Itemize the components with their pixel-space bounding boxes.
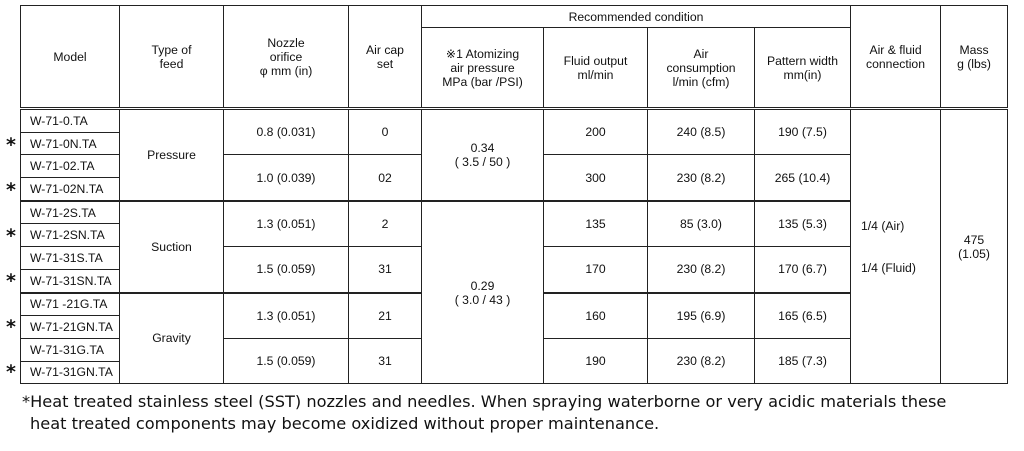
fluid-output-cell: 160 [543,291,648,339]
fluid-output-cell: 135 [543,199,648,248]
orifice-cell: 0.8 (0.031) [223,107,349,156]
pattern-width-cell: 170 (6.7) [753,246,852,293]
header-fluid-output: Fluid output ml/min [543,27,648,110]
air-cap-cell: 31 [348,246,422,293]
model-cell: W-71-0.TA [20,108,120,133]
footnote-line-2: heat treated components may become oxidi… [30,414,660,433]
model-cell: W-71-31SN.TA [20,268,120,294]
air-consumption-cell: 230 (8.2) [647,154,755,202]
mass-cell: 475 (1.05) [940,107,1009,385]
air-consumption-cell: 240 (8.5) [647,107,755,156]
model-cell: W-71-31S.TA [20,246,120,270]
fluid-output-cell: 190 [543,337,648,385]
heat-treated-marker: * [6,361,16,383]
air-cap-cell: 21 [348,291,422,339]
header-model: Model [20,5,120,110]
header-air-consumption: Air consumption l/min (cfm) [647,27,755,110]
header-connection: Air & fluid connection [850,5,942,110]
header-nozzle-orifice: Nozzle orifice φ mm (in) [223,5,349,110]
model-cell: W-71-21GN.TA [20,315,120,339]
orifice-cell: 1.5 (0.059) [223,337,349,385]
header-atomizing-pressure: ※1 Atomizing air pressure MPa (bar /PSI) [421,27,544,110]
air-cap-cell: 0 [348,107,422,156]
fluid-output-cell: 300 [543,154,648,202]
heat-treated-marker: * [6,179,16,201]
model-cell: W-71-31G.TA [20,337,120,362]
feed-type-suction: Suction [119,199,224,293]
fluid-output-cell: 200 [543,107,648,156]
air-consumption-cell: 85 (3.0) [647,199,755,248]
model-cell: W-71-2S.TA [20,199,120,225]
orifice-cell: 1.3 (0.051) [223,291,349,339]
air-cap-cell: 02 [348,154,422,202]
heat-treated-marker: * [6,270,16,292]
footnote-line-1: *Heat treated stainless steel (SST) nozz… [22,392,947,411]
atomizing-pressure-cell: 0.34( 3.5 / 50 ) [421,107,544,202]
heat-treated-marker: * [6,316,16,338]
air-cap-cell: 31 [348,337,422,385]
feed-type-gravity: Gravity [119,291,224,385]
air-consumption-cell: 230 (8.2) [647,337,755,385]
connection-cell: 1/4 (Air) 1/4 (Fluid) [850,107,942,385]
heat-treated-marker: * [6,134,16,156]
air-consumption-cell: 230 (8.2) [647,246,755,293]
footnote: *Heat treated stainless steel (SST) nozz… [22,391,1012,435]
heat-treated-marker: * [6,225,16,247]
air-consumption-cell: 195 (6.9) [647,291,755,339]
pattern-width-cell: 185 (7.3) [753,337,852,385]
model-cell: W-71 -21G.TA [20,291,120,317]
orifice-cell: 1.0 (0.039) [223,154,349,202]
model-cell: W-71-0N.TA [20,131,120,156]
header-pattern-width: Pattern width mm(in) [753,27,852,110]
pattern-width-cell: 135 (5.3) [753,199,852,248]
pattern-width-cell: 265 (10.4) [753,154,852,202]
pattern-width-cell: 190 (7.5) [753,107,852,156]
model-cell: W-71-02N.TA [20,177,120,202]
header-type-of-feed: Type of feed [119,5,224,110]
air-cap-cell: 2 [348,199,422,248]
orifice-cell: 1.5 (0.059) [223,246,349,293]
fluid-output-cell: 170 [543,246,648,293]
model-cell: W-71-02.TA [20,154,120,179]
spec-table: Model Type of feed Nozzle orifice φ mm (in)… [20,5,1009,385]
header-mass: Mass g (lbs) [940,5,1009,110]
atomizing-pressure-cell: 0.29( 3.0 / 43 ) [421,199,544,385]
orifice-cell: 1.3 (0.051) [223,199,349,248]
pattern-width-cell: 165 (6.5) [753,291,852,339]
header-recommended-condition: Recommended condition [420,5,852,28]
header-air-cap-set: Air cap set [348,5,422,110]
model-cell: W-71-2SN.TA [20,223,120,248]
model-cell: W-71-31GN.TA [20,360,120,385]
feed-type-pressure: Pressure [119,107,224,202]
